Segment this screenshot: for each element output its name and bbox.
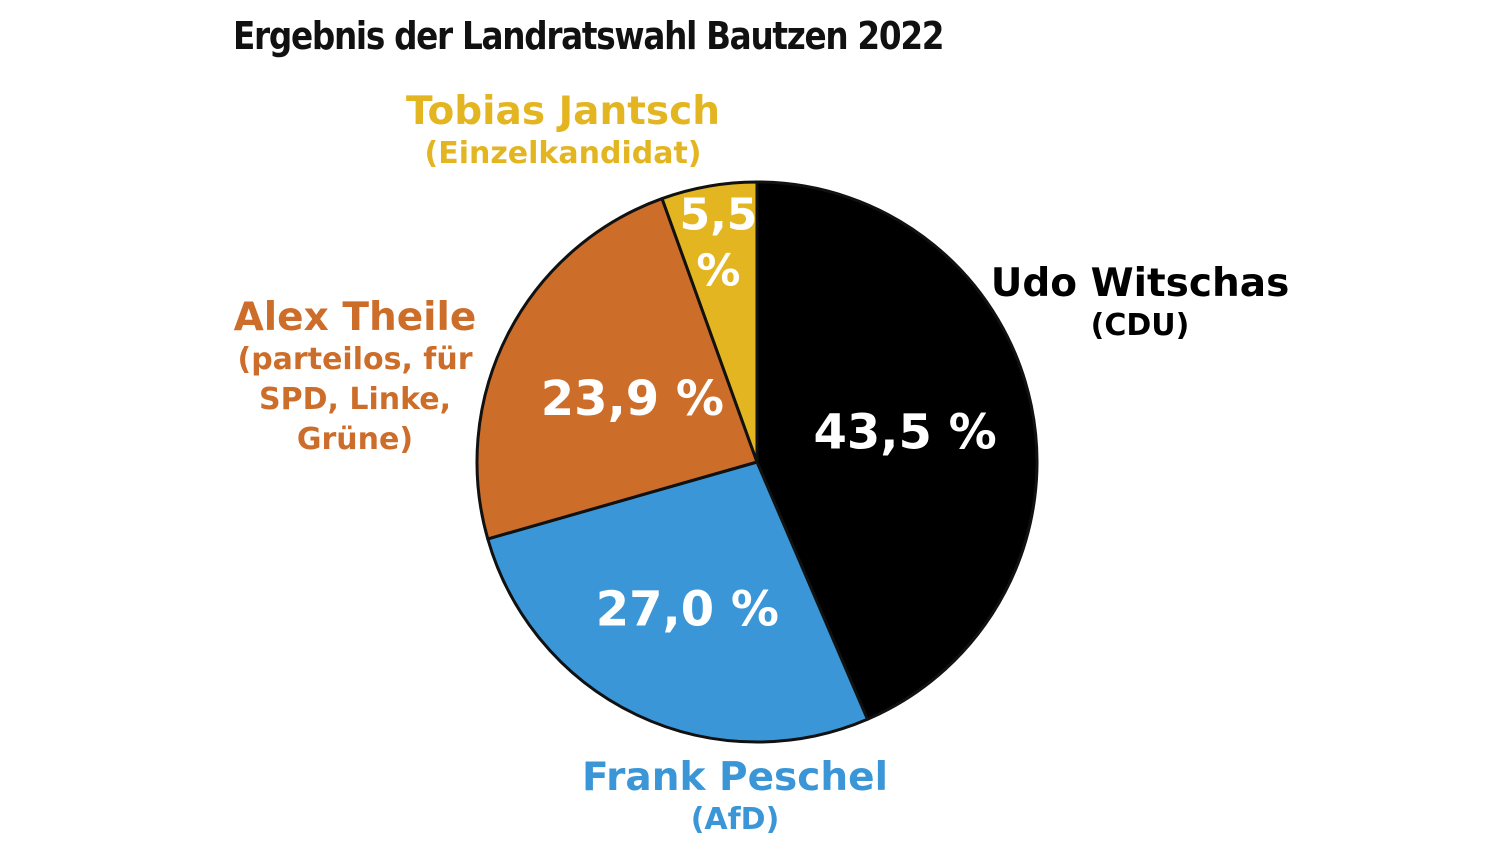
pie-slice <box>660 180 759 464</box>
candidate-party: (CDU) <box>1090 308 1190 343</box>
candidate-party-line: (parteilos, für <box>237 342 473 377</box>
candidate-party: (Einzelkandidat) <box>424 136 702 171</box>
candidate-name: Alex Theile <box>233 295 477 340</box>
pie-slice <box>486 460 869 744</box>
candidate-label-witschas: Udo Witschas (CDU) <box>990 262 1290 346</box>
candidate-name: Frank Peschel <box>582 755 888 800</box>
chart-title: Ergebnis der Landratswahl Bautzen 2022 <box>233 14 945 58</box>
slice-value-label: 27,0 % <box>596 582 779 638</box>
candidate-party: (AfD) <box>690 802 780 837</box>
slice-value-label: 5,5% <box>679 189 757 296</box>
pie-slice <box>755 180 1039 721</box>
slice-value-label: 43,5 % <box>813 405 996 461</box>
candidate-party-line: SPD, Linke, <box>259 382 451 417</box>
candidate-party-line: Grüne) <box>296 422 414 457</box>
candidate-label-theile: Alex Theile (parteilos, für SPD, Linke, … <box>205 296 505 460</box>
candidate-name: Tobias Jantsch <box>406 89 720 134</box>
slice-value-label: 23,9 % <box>541 371 724 427</box>
candidate-label-peschel: Frank Peschel (AfD) <box>560 756 910 840</box>
pie-slice <box>475 197 759 541</box>
candidate-name: Udo Witschas <box>990 261 1290 306</box>
candidate-label-jantsch: Tobias Jantsch (Einzelkandidat) <box>383 90 743 174</box>
